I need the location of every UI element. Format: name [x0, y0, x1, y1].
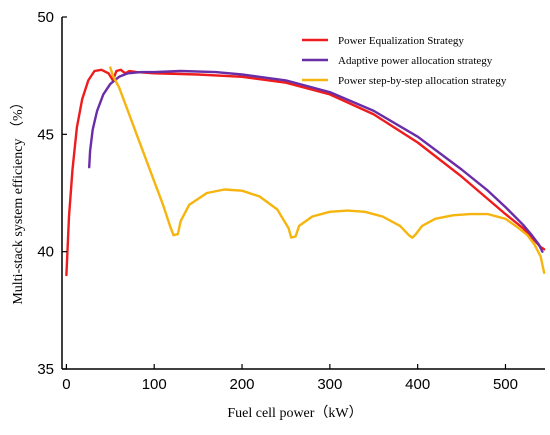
y-tick-label: 45 [37, 126, 54, 143]
legend-label: Power step-by-step allocation strategy [338, 75, 507, 87]
x-tick-label: 300 [317, 376, 342, 393]
y-tick-label: 35 [37, 361, 54, 378]
y-tick-label: 40 [37, 244, 54, 261]
legend: Power Equalization Strategy Adaptive powe… [302, 35, 507, 87]
x-tick-label: 100 [142, 376, 167, 393]
x-axis-title: Fuel cell power（kW） [227, 405, 362, 421]
x-tick-label: 500 [493, 376, 518, 393]
y-axis-title: Multi-stack system efficiency （%） [10, 95, 26, 304]
x-tick-label: 0 [62, 376, 70, 393]
series-line-1 [65, 68, 546, 277]
legend-label: Adaptive power allocation strategy [338, 55, 493, 67]
axes-layer [61, 17, 545, 370]
x-tick-label: 200 [230, 376, 255, 393]
x-tick-label: 400 [405, 376, 430, 393]
legend-label: Power Equalization Strategy [338, 35, 464, 47]
series-line-3 [109, 66, 546, 274]
y-tick-label: 50 [37, 9, 54, 26]
series-layer [65, 66, 546, 277]
series-line-2 [88, 69, 544, 253]
